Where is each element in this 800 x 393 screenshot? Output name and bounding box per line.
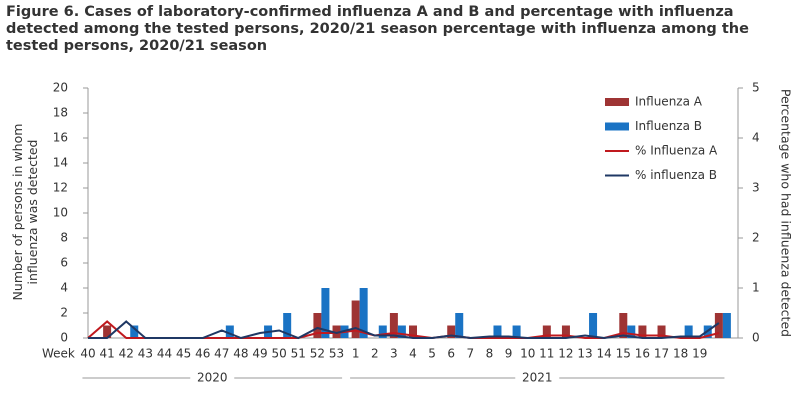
chart-title: Figure 6. Cases of laboratory-confirmed … bbox=[6, 4, 749, 54]
bar bbox=[638, 325, 647, 338]
y-tick-label: 20 bbox=[53, 81, 68, 95]
y-tick-label: 14 bbox=[53, 156, 68, 170]
x-tick-label: 17 bbox=[654, 347, 669, 361]
bar bbox=[225, 325, 234, 338]
x-tick-label: 4 bbox=[409, 347, 417, 361]
bar bbox=[378, 325, 387, 338]
bar bbox=[130, 325, 139, 338]
x-tick-label: 49 bbox=[252, 347, 267, 361]
y2-tick-label: 0 bbox=[752, 331, 760, 345]
bar bbox=[619, 313, 628, 338]
x-tick-label: 12 bbox=[558, 347, 573, 361]
legend-label: % influenza B bbox=[635, 168, 717, 182]
legend-label: % Influenza A bbox=[635, 144, 718, 158]
legend-swatch bbox=[605, 122, 629, 131]
x-tick-label: 16 bbox=[635, 347, 650, 361]
x-tick-label: 41 bbox=[99, 347, 114, 361]
bar bbox=[455, 313, 464, 338]
x-tick-label: 1 bbox=[352, 347, 360, 361]
y-tick-label: 4 bbox=[60, 281, 68, 295]
x-tick-label: 18 bbox=[673, 347, 688, 361]
bar bbox=[714, 313, 723, 338]
bar bbox=[409, 325, 417, 338]
x-tick-label: 13 bbox=[577, 347, 592, 361]
x-tick-label: 52 bbox=[310, 347, 325, 361]
x-tick-label: 46 bbox=[195, 347, 210, 361]
x-prefix: Week bbox=[42, 347, 75, 361]
x-tick-label: 45 bbox=[176, 347, 191, 361]
x-tick-label: 7 bbox=[467, 347, 475, 361]
x-tick-label: 14 bbox=[597, 347, 612, 361]
x-tick-label: 50 bbox=[272, 347, 287, 361]
bar bbox=[627, 325, 636, 338]
bar bbox=[389, 313, 398, 338]
y2-tick-label: 4 bbox=[752, 131, 760, 145]
legend-swatch bbox=[605, 98, 629, 106]
legend-label: Influenza A bbox=[635, 95, 703, 109]
x-tick-label: 2 bbox=[371, 347, 379, 361]
x-tick-label: 10 bbox=[520, 347, 535, 361]
bar bbox=[493, 325, 502, 338]
bar bbox=[351, 300, 360, 338]
x-tick-label: 8 bbox=[486, 347, 494, 361]
x-tick-label: 5 bbox=[428, 347, 436, 361]
bar bbox=[332, 325, 341, 338]
legend-label: Influenza B bbox=[635, 119, 702, 133]
y-tick-label: 12 bbox=[53, 181, 68, 195]
x-tick-label: 15 bbox=[616, 347, 631, 361]
x-tick-label: 51 bbox=[291, 347, 306, 361]
x-tick-label: 11 bbox=[539, 347, 554, 361]
year-label: 2021 bbox=[522, 371, 553, 385]
y-tick-label: 16 bbox=[53, 131, 68, 145]
x-tick-label: 47 bbox=[214, 347, 229, 361]
bar bbox=[359, 288, 368, 338]
bar bbox=[313, 313, 322, 338]
y2-tick-label: 2 bbox=[752, 231, 760, 245]
x-tick-label: 6 bbox=[447, 347, 455, 361]
bar bbox=[103, 325, 112, 338]
y2-tick-label: 3 bbox=[752, 181, 760, 195]
x-tick-label: 43 bbox=[138, 347, 153, 361]
bar bbox=[512, 325, 521, 338]
y2-tick-label: 5 bbox=[752, 81, 760, 95]
bar bbox=[321, 288, 330, 338]
bar bbox=[657, 325, 666, 338]
x-tick-label: 9 bbox=[505, 347, 513, 361]
bar bbox=[397, 325, 406, 338]
bar bbox=[722, 313, 731, 338]
y-tick-label: 6 bbox=[60, 256, 68, 270]
bar bbox=[589, 313, 598, 338]
x-tick-label: 19 bbox=[692, 347, 707, 361]
x-tick-label: 42 bbox=[119, 347, 134, 361]
bar bbox=[542, 325, 551, 338]
bar bbox=[684, 325, 693, 338]
x-tick-label: 48 bbox=[233, 347, 248, 361]
y-tick-label: 2 bbox=[60, 306, 68, 320]
bar bbox=[447, 325, 456, 338]
y-tick-label: 10 bbox=[53, 206, 68, 220]
x-tick-label: 53 bbox=[329, 347, 344, 361]
x-tick-label: 3 bbox=[390, 347, 398, 361]
y2-tick-label: 1 bbox=[752, 281, 760, 295]
bar bbox=[561, 325, 570, 338]
y2-axis-label: Percentage who had influenza detected bbox=[779, 89, 794, 337]
line bbox=[88, 320, 720, 340]
y-tick-label: 8 bbox=[60, 231, 68, 245]
year-label: 2020 bbox=[197, 371, 228, 385]
y-tick-label: 0 bbox=[60, 331, 68, 345]
x-tick-label: 40 bbox=[80, 347, 95, 361]
bar bbox=[283, 313, 292, 338]
x-tick-label: 44 bbox=[157, 347, 172, 361]
y-tick-label: 18 bbox=[53, 106, 68, 120]
